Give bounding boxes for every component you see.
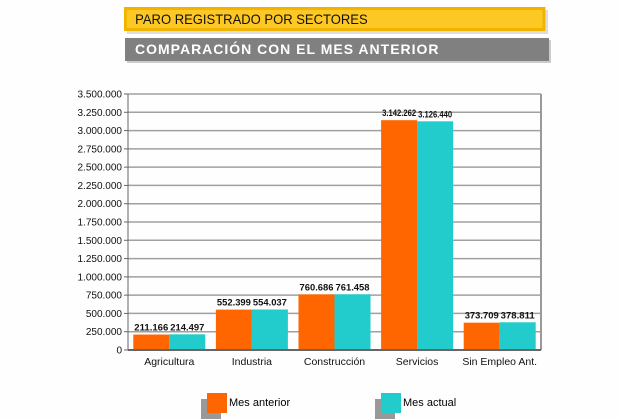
- y-tick-label: 2.750.000: [78, 144, 123, 155]
- legend-label: Mes actual: [403, 397, 457, 409]
- y-tick-label: 1.000.000: [78, 272, 123, 283]
- y-tick-label: 750.000: [86, 291, 123, 302]
- bar-mes-anterior: [381, 120, 418, 350]
- bar-mes-actual: [169, 334, 206, 350]
- bar-mes-actual: [499, 322, 536, 350]
- x-tick-label: Agricultura: [144, 356, 194, 368]
- bar-mes-anterior: [215, 309, 252, 350]
- data-label: 3.126.440: [418, 109, 452, 120]
- bar-mes-anterior: [463, 322, 500, 350]
- data-label: 761.458: [336, 282, 370, 293]
- legend-label: Mes anterior: [229, 397, 291, 409]
- data-label: 554.037: [253, 297, 287, 308]
- data-label: 214.497: [170, 322, 204, 333]
- y-tick-label: 1.500.000: [78, 236, 123, 247]
- legend-item-mes-anterior: Mes anterior: [201, 393, 291, 419]
- data-label: 211.166: [134, 323, 168, 334]
- data-label: 3.142.262: [382, 108, 416, 119]
- data-label: 552.399: [217, 298, 251, 309]
- y-tick-label: 1.750.000: [78, 218, 123, 229]
- bar-mes-actual: [417, 121, 454, 350]
- y-tick-label: 3.250.000: [78, 108, 123, 119]
- y-tick-label: 500.000: [86, 309, 123, 320]
- legend-swatch: [375, 393, 401, 419]
- data-label: 373.709: [465, 311, 499, 322]
- x-tick-label: Sin Empleo Ant.: [462, 356, 537, 368]
- data-label: 378.811: [501, 310, 536, 321]
- chart-title: PARO REGISTRADO POR SECTORES: [124, 7, 546, 31]
- y-tick-label: 3.500.000: [78, 90, 123, 101]
- bar-mes-anterior: [298, 294, 335, 350]
- x-tick-label: Construcción: [304, 356, 365, 368]
- y-tick-label: 2.500.000: [78, 163, 123, 174]
- x-tick-label: Servicios: [396, 356, 439, 368]
- x-tick-label: Industria: [232, 356, 272, 368]
- y-tick-label: 3.000.000: [78, 126, 123, 137]
- data-label: 760.686: [300, 282, 334, 293]
- bar-mes-actual: [334, 294, 371, 350]
- y-tick-label: 2.000.000: [78, 199, 123, 210]
- y-tick-label: 250.000: [86, 327, 123, 338]
- bar-mes-actual: [251, 309, 288, 350]
- legend-item-mes-actual: Mes actual: [375, 393, 457, 419]
- y-tick-label: 2.250.000: [78, 181, 123, 192]
- y-tick-label: 0: [116, 346, 122, 357]
- legend-swatch: [201, 393, 227, 419]
- bar-mes-anterior: [133, 334, 170, 350]
- chart-subtitle: COMPARACIÓN CON EL MES ANTERIOR: [125, 38, 549, 61]
- y-tick-label: 1.250.000: [78, 254, 123, 265]
